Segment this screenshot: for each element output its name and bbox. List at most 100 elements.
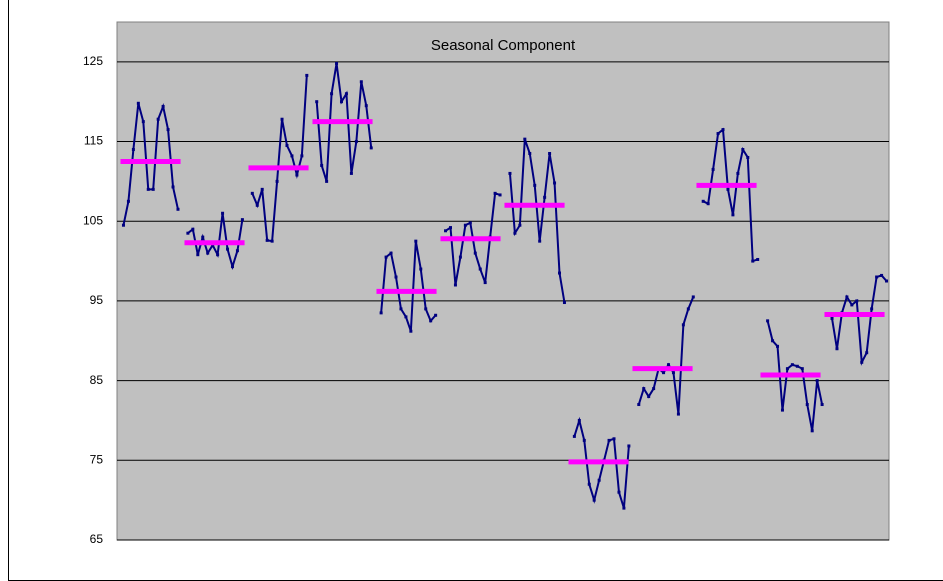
point	[434, 313, 438, 317]
y-tick-label: 105	[83, 213, 103, 227]
point	[379, 311, 383, 315]
y-tick-label: 115	[84, 134, 103, 148]
point	[468, 221, 472, 225]
point	[771, 339, 775, 343]
point	[667, 363, 671, 367]
y-tick-label: 125	[83, 54, 103, 68]
point	[161, 104, 165, 108]
point	[513, 231, 517, 235]
point	[592, 498, 596, 502]
point	[637, 403, 641, 407]
point	[642, 387, 646, 391]
point	[751, 259, 755, 263]
point	[275, 179, 279, 183]
point	[870, 307, 874, 311]
point	[473, 251, 477, 255]
point	[523, 137, 527, 141]
point	[686, 307, 690, 311]
point	[463, 223, 467, 227]
point	[508, 171, 512, 175]
point	[607, 438, 611, 442]
point	[731, 213, 735, 217]
point	[305, 73, 309, 77]
point	[785, 367, 789, 371]
point	[280, 117, 284, 121]
point	[429, 319, 433, 323]
point	[478, 267, 482, 271]
point	[141, 120, 145, 124]
point	[577, 418, 581, 422]
point	[191, 227, 195, 231]
point	[880, 273, 884, 277]
point	[176, 207, 180, 211]
point	[325, 179, 329, 183]
point	[285, 144, 289, 148]
chart-title: Seasonal Component	[431, 37, 576, 54]
point	[553, 181, 557, 185]
point	[691, 295, 695, 299]
point	[800, 367, 804, 371]
point	[270, 239, 274, 243]
point	[538, 239, 542, 243]
point	[146, 187, 150, 191]
point	[121, 223, 125, 227]
point	[493, 191, 497, 195]
y-tick-label: 65	[90, 532, 104, 546]
point	[528, 151, 532, 155]
point	[726, 187, 730, 191]
point	[716, 132, 720, 136]
point	[389, 251, 393, 255]
point	[295, 173, 299, 177]
point	[548, 151, 552, 155]
point	[855, 299, 859, 303]
point	[240, 218, 244, 222]
point	[845, 295, 849, 299]
point	[369, 146, 373, 150]
point	[543, 195, 547, 199]
point	[671, 371, 675, 375]
point	[201, 235, 205, 239]
point	[627, 444, 631, 448]
point	[156, 117, 160, 121]
grid	[117, 61, 889, 541]
point	[676, 412, 680, 416]
point	[780, 408, 784, 412]
point	[483, 281, 487, 285]
point	[226, 247, 230, 251]
point	[320, 163, 324, 167]
point	[196, 253, 200, 257]
point	[711, 167, 715, 171]
point	[404, 315, 408, 319]
point	[448, 226, 452, 230]
point	[349, 171, 353, 175]
point	[582, 438, 586, 442]
point	[820, 403, 824, 407]
point	[131, 148, 135, 152]
point	[250, 191, 254, 195]
point	[518, 223, 522, 227]
point	[424, 307, 428, 311]
point	[344, 92, 348, 96]
point	[558, 271, 562, 275]
point	[746, 155, 750, 159]
point	[290, 154, 294, 158]
point	[662, 371, 666, 375]
point	[300, 154, 304, 158]
point	[453, 283, 457, 287]
point	[815, 379, 819, 383]
point	[171, 185, 175, 189]
point	[647, 395, 651, 399]
point	[359, 80, 363, 84]
point	[860, 360, 864, 364]
point	[652, 387, 656, 391]
point	[458, 255, 462, 259]
point	[721, 128, 725, 132]
point	[562, 301, 566, 305]
point	[335, 61, 339, 65]
point	[364, 104, 368, 108]
point	[805, 403, 809, 407]
point	[419, 267, 423, 271]
point	[706, 202, 710, 206]
marks	[120, 61, 889, 510]
point	[260, 187, 264, 191]
